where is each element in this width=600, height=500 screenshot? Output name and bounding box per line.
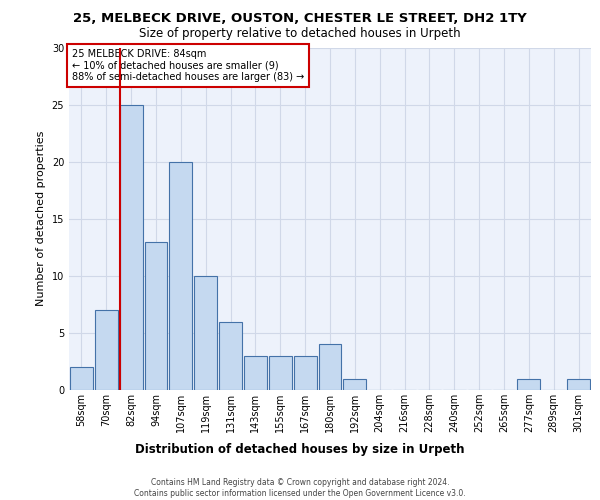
Bar <box>343 378 366 390</box>
Bar <box>95 310 118 390</box>
Bar <box>169 162 192 390</box>
Bar <box>269 356 292 390</box>
Y-axis label: Number of detached properties: Number of detached properties <box>36 131 46 306</box>
Bar <box>567 378 590 390</box>
Text: Distribution of detached houses by size in Urpeth: Distribution of detached houses by size … <box>135 442 465 456</box>
Bar <box>244 356 267 390</box>
Text: 25 MELBECK DRIVE: 84sqm
← 10% of detached houses are smaller (9)
88% of semi-det: 25 MELBECK DRIVE: 84sqm ← 10% of detache… <box>71 49 304 82</box>
Bar <box>219 322 242 390</box>
Text: 25, MELBECK DRIVE, OUSTON, CHESTER LE STREET, DH2 1TY: 25, MELBECK DRIVE, OUSTON, CHESTER LE ST… <box>73 12 527 26</box>
Bar <box>517 378 540 390</box>
Bar <box>120 104 143 390</box>
Bar <box>319 344 341 390</box>
Text: Size of property relative to detached houses in Urpeth: Size of property relative to detached ho… <box>139 28 461 40</box>
Text: Contains HM Land Registry data © Crown copyright and database right 2024.
Contai: Contains HM Land Registry data © Crown c… <box>134 478 466 498</box>
Bar <box>145 242 167 390</box>
Bar <box>70 367 93 390</box>
Bar <box>194 276 217 390</box>
Bar <box>294 356 317 390</box>
